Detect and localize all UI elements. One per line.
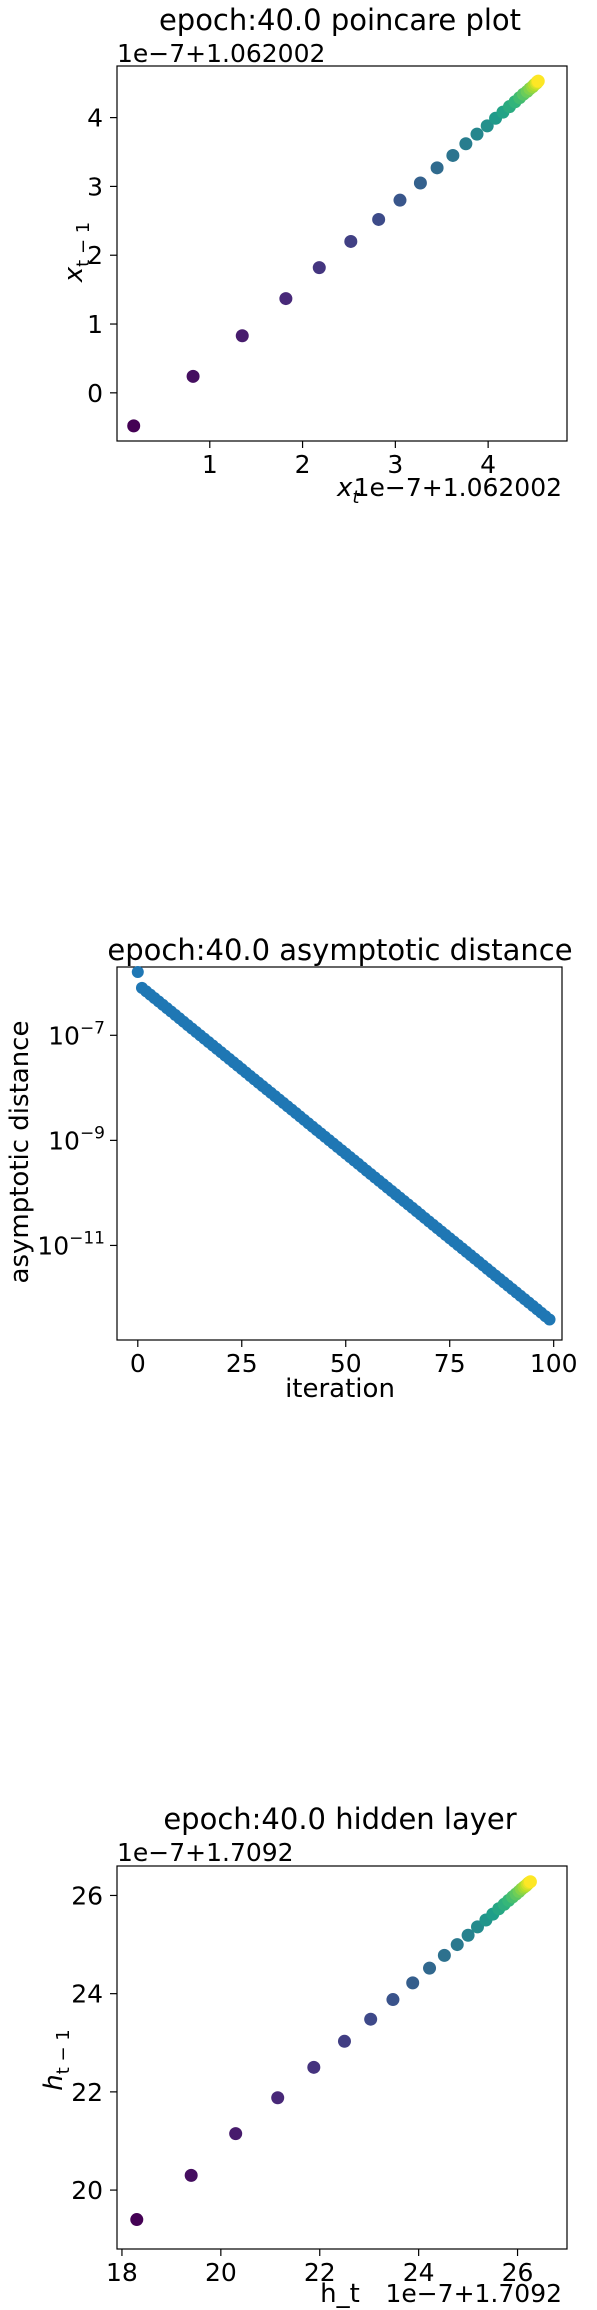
x-axis-label: h_t [320,2279,360,2309]
plot-frame [116,1865,568,2250]
y-tick-label: 4 [87,104,103,133]
data-point [413,176,427,190]
data-point [307,2060,321,2074]
data-point [279,292,293,306]
x-tick-label: 0 [130,1349,146,1378]
chart-title: epoch:40.0 hidden layer [163,1802,516,1836]
plot-frame [116,65,568,442]
data-point [393,193,407,207]
data-point [446,148,460,162]
data-point [461,1928,475,1942]
y-tick-label: 22 [71,2078,103,2107]
x-axis-label: iteration [285,1374,395,1404]
y-tick-label: 20 [71,2176,103,2205]
chart-title: epoch:40.0 asymptotic distance [107,933,572,967]
x-tick-label: 18 [106,2258,138,2287]
x-tick-label: 2 [295,450,311,479]
y-axis-label: ht − 1 [39,2029,74,2091]
y-offset-label: 1e−7+1.062002 [117,39,325,68]
chart-poincare: epoch:40.0 poincare plot 1e−7+1.062002 1… [59,3,568,508]
y-tick-label: 10−11 [37,1228,105,1260]
data-point [229,2127,243,2141]
y-tick-label: 0 [87,379,103,408]
chart-title: epoch:40.0 poincare plot [159,3,521,37]
y-tick-label: 3 [87,172,103,201]
data-point [127,419,141,433]
data-point [406,1976,420,1990]
x-tick-label: 22 [304,2258,336,2287]
x-tick-label: 20 [205,2258,237,2287]
x-tick-label: 3 [387,450,403,479]
y-tick-label: 2 [87,241,103,270]
x-tick-label: 4 [480,450,496,479]
x-tick-label: 26 [502,2258,534,2287]
data-point [235,329,249,343]
x-tick-label: 1 [202,450,218,479]
x-tick-label: 100 [530,1349,578,1378]
chart-asymptotic-distance: epoch:40.0 asymptotic distance 0 25 50 75 10… [5,933,578,1404]
x-offset-label: 1e−7+1.062002 [354,473,562,502]
y-tick-label: 1 [87,310,103,339]
y-axis-label: xt − 1 [59,222,94,283]
y-tick-label: 26 [71,1881,103,1910]
data-point [364,2012,378,2026]
y-tick-label: 10−9 [48,1123,105,1155]
data-point [531,74,545,88]
y-tick-label: 24 [71,1980,103,2009]
data-point [337,2034,351,2048]
data-point [450,1938,464,1952]
data-point [312,261,326,275]
y-axis-label: asymptotic distance [5,1021,35,1284]
data-point [271,2091,285,2105]
x-tick-label: 25 [226,1349,258,1378]
data-point [344,234,358,248]
data-point [459,137,473,151]
data-point [543,1313,556,1326]
x-tick-label: 75 [434,1349,466,1378]
data-point [423,1961,437,1975]
data-point [386,1993,400,2007]
y-offset-label: 1e−7+1.7092 [117,1838,294,1867]
data-point [470,127,484,141]
chart-hidden-layer: epoch:40.0 hidden layer 1e−7+1.7092 18 20… [39,1802,568,2309]
x-offset-label: 1e−7+1.7092 [385,2279,562,2308]
data-point [130,2213,144,2227]
x-tick-label: 50 [330,1349,362,1378]
data-point [184,2168,198,2182]
data-point [430,161,444,175]
data-point [480,119,494,133]
plot-frame [116,966,563,1341]
y-tick-label: 10−7 [48,1018,105,1050]
data-point [523,1875,537,1889]
x-tick-label: 24 [403,2258,435,2287]
data-point [186,369,200,383]
data-point [437,1948,451,1962]
data-point [372,212,386,226]
data-point [131,966,144,979]
